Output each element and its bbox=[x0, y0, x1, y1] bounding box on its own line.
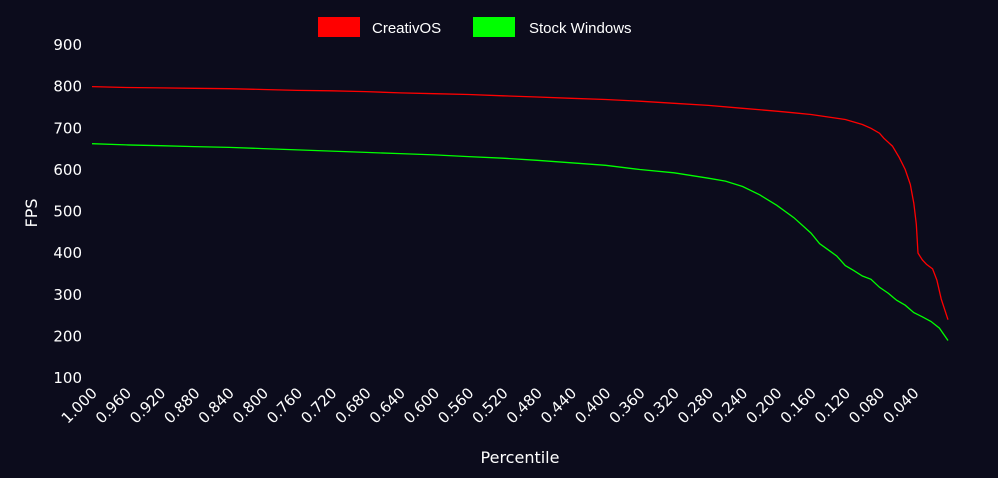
x-tick-label: 0.400 bbox=[571, 384, 614, 427]
legend-label-stock-windows: Stock Windows bbox=[529, 20, 632, 37]
x-tick-label: 0.880 bbox=[160, 384, 203, 427]
y-tick-label: 300 bbox=[53, 286, 82, 304]
x-axis-ticks: 1.0000.9600.9200.8800.8400.8000.7600.720… bbox=[58, 384, 923, 427]
y-axis-title: FPS bbox=[22, 198, 41, 227]
x-tick-label: 0.240 bbox=[708, 384, 751, 427]
x-tick-label: 0.560 bbox=[434, 384, 477, 427]
x-axis-title: Percentile bbox=[481, 448, 560, 467]
y-tick-label: 800 bbox=[53, 78, 82, 96]
x-tick-label: 0.760 bbox=[263, 384, 306, 427]
legend-swatch-stock-windows bbox=[473, 17, 515, 37]
x-tick-label: 0.680 bbox=[332, 384, 375, 427]
x-tick-label: 0.280 bbox=[674, 384, 717, 427]
y-tick-label: 900 bbox=[53, 36, 82, 54]
y-tick-label: 700 bbox=[53, 119, 82, 137]
y-tick-label: 400 bbox=[53, 244, 82, 262]
y-axis-ticks: 100 200 300 400 500 600 700 800 900 bbox=[53, 36, 82, 387]
series-lines bbox=[91, 85, 949, 341]
series-line-stock-windows bbox=[91, 143, 949, 341]
x-tick-label: 0.480 bbox=[503, 384, 546, 427]
x-tick-label: 0.360 bbox=[606, 384, 649, 427]
x-tick-label: 0.160 bbox=[777, 384, 820, 427]
x-tick-label: 0.920 bbox=[126, 384, 169, 427]
y-tick-label: 200 bbox=[53, 327, 82, 345]
x-tick-label: 0.840 bbox=[195, 384, 238, 427]
series-line-creativos bbox=[91, 85, 949, 320]
legend-label-creativos: CreativOS bbox=[372, 20, 441, 37]
x-tick-label: 0.080 bbox=[845, 384, 888, 427]
x-tick-label: 0.720 bbox=[297, 384, 340, 427]
y-tick-label: 100 bbox=[53, 369, 82, 387]
x-tick-label: 0.200 bbox=[743, 384, 786, 427]
x-tick-label: 1.000 bbox=[58, 384, 101, 427]
x-tick-label: 0.960 bbox=[92, 384, 135, 427]
x-tick-label: 0.600 bbox=[400, 384, 443, 427]
legend-swatch-creativos bbox=[318, 17, 360, 37]
x-tick-label: 0.440 bbox=[537, 384, 580, 427]
y-tick-label: 600 bbox=[53, 161, 82, 179]
x-tick-label: 0.800 bbox=[229, 384, 272, 427]
x-tick-label: 0.040 bbox=[879, 384, 922, 427]
x-tick-label: 0.640 bbox=[366, 384, 409, 427]
y-tick-label: 500 bbox=[53, 203, 82, 221]
x-tick-label: 0.120 bbox=[811, 384, 854, 427]
x-tick-label: 0.520 bbox=[469, 384, 512, 427]
x-tick-label: 0.320 bbox=[640, 384, 683, 427]
legend: CreativOS Stock Windows bbox=[318, 17, 632, 37]
